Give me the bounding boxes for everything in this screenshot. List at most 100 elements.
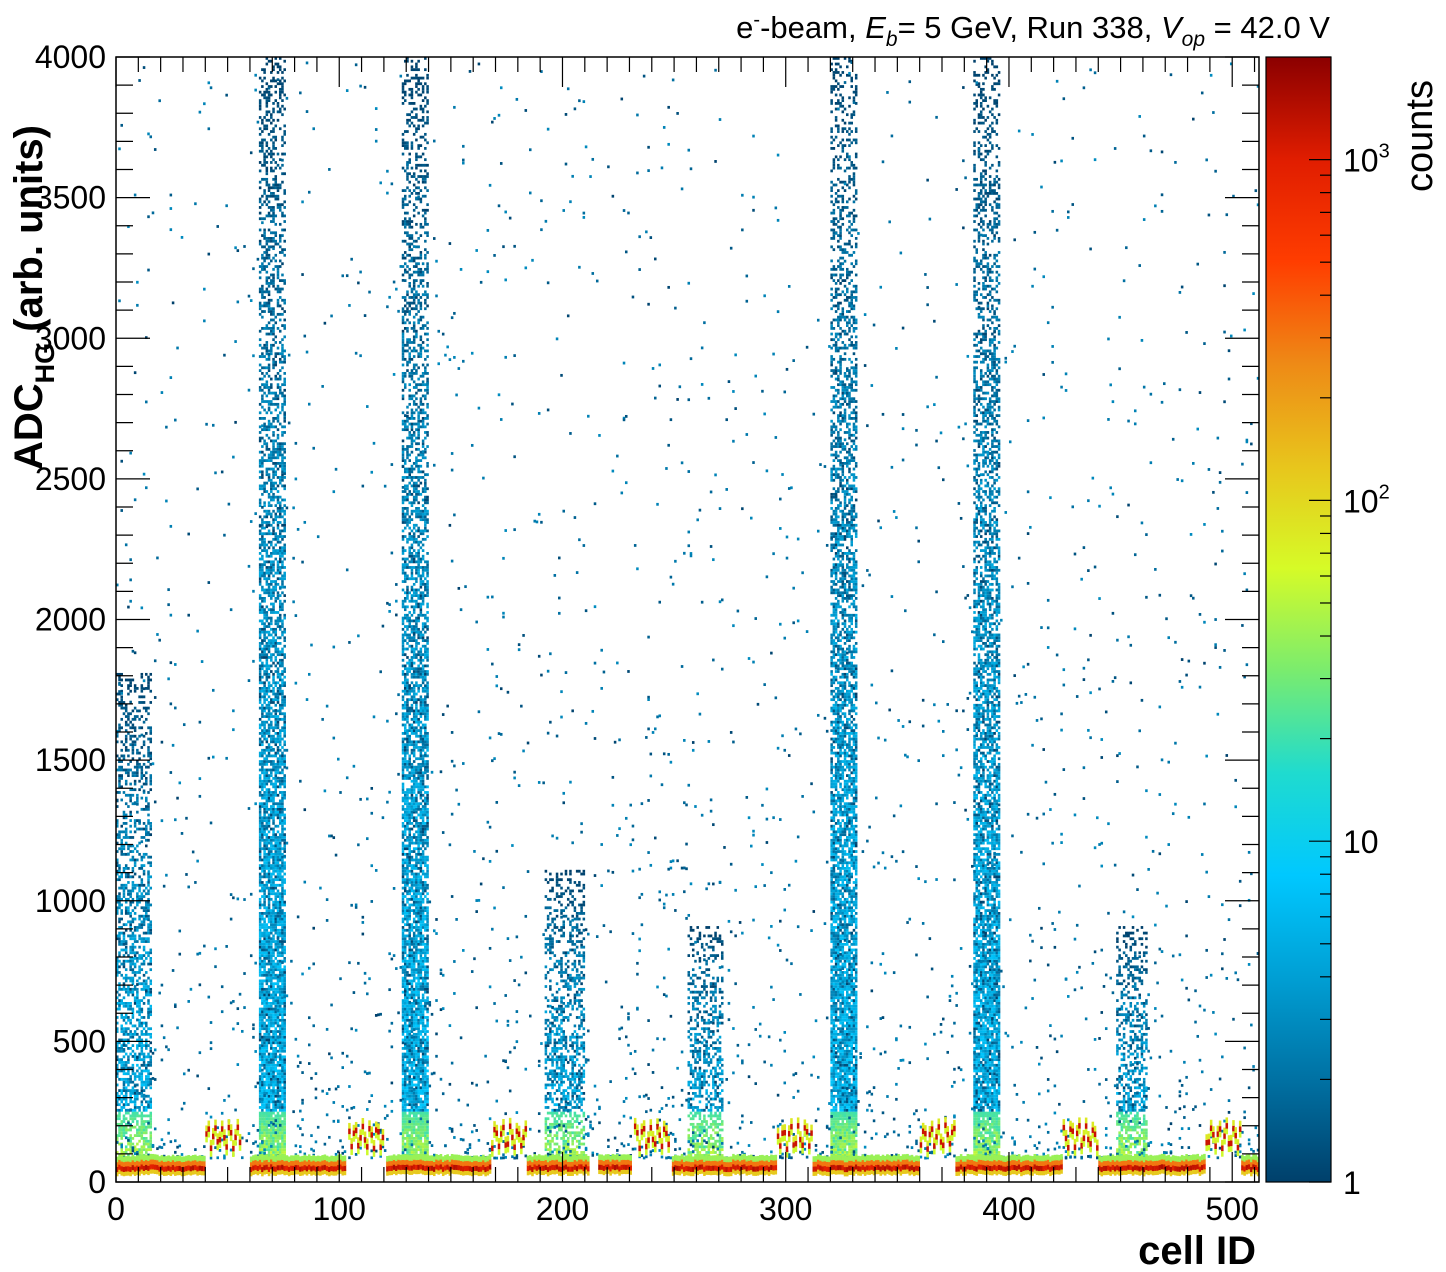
heatmap-cell (147, 951, 150, 955)
heatmap-cell (276, 616, 280, 620)
heatmap-cell (276, 855, 280, 859)
heatmap-cell (403, 959, 407, 963)
heatmap-cell (283, 937, 286, 941)
heatmap-cell (276, 670, 280, 673)
heatmap-cell (403, 903, 407, 907)
heatmap-cell (124, 976, 128, 980)
heatmap-cell (142, 869, 146, 873)
heatmap-cell (267, 973, 271, 977)
heatmap-cell (276, 1049, 280, 1053)
heatmap-cell (401, 813, 405, 817)
heatmap-cell (147, 748, 150, 752)
heatmap-cell (140, 855, 144, 859)
heatmap-cell (258, 878, 262, 882)
heatmap-cell (276, 566, 280, 569)
heatmap-cell (278, 717, 282, 721)
heatmap-cell (278, 858, 282, 862)
heatmap-cell (122, 1117, 126, 1121)
heatmap-cell (403, 754, 407, 758)
heatmap-cell (283, 667, 286, 671)
heatmap-cell (265, 613, 269, 617)
heatmap-cell (138, 827, 141, 831)
heatmap-cell (408, 892, 411, 896)
heatmap-cell (401, 318, 405, 322)
heatmap-cell (401, 374, 405, 378)
heatmap-cell (118, 833, 121, 837)
heatmap-cell (142, 940, 146, 943)
heatmap-cell (283, 720, 286, 724)
heatmap-cell (276, 1061, 280, 1064)
heatmap-cell (403, 1142, 407, 1146)
heatmap-cell (272, 476, 275, 479)
heatmap-cell (258, 1007, 262, 1011)
heatmap-cell (283, 670, 286, 673)
heatmap-cell (274, 684, 278, 687)
heatmap-cell (122, 768, 126, 772)
heatmap-cell (263, 869, 266, 873)
heatmap-cell (133, 1032, 137, 1036)
heatmap-cell (278, 450, 282, 454)
heatmap-cell (270, 1010, 273, 1014)
heatmap-cell (401, 886, 405, 890)
heatmap-cell (403, 251, 407, 254)
heatmap-cell (263, 608, 266, 612)
heatmap-cell (403, 1131, 407, 1135)
heatmap-cell (263, 850, 266, 853)
heatmap-cell (274, 135, 278, 139)
heatmap-cell (278, 1030, 282, 1033)
heatmap-cell (403, 462, 407, 465)
heatmap-cell (272, 993, 275, 997)
heatmap-cell (281, 251, 284, 254)
heatmap-cell (281, 360, 284, 364)
heatmap-cell (272, 65, 275, 69)
heatmap-cell (267, 886, 271, 890)
heatmap-cell (131, 1137, 135, 1140)
heatmap-cell (274, 147, 278, 150)
heatmap-cell (129, 1018, 132, 1022)
heatmap-cell (281, 917, 284, 921)
heatmap-cell (276, 571, 280, 575)
heatmap-cell (118, 1094, 121, 1098)
heatmap-cell (118, 864, 121, 867)
heatmap-cell (278, 979, 282, 983)
heatmap-cell (281, 912, 284, 915)
heatmap-cell (274, 765, 278, 769)
heatmap-cell (272, 990, 275, 994)
heatmap-cell (281, 456, 284, 460)
heatmap-cell (274, 495, 278, 499)
heatmap-cell (403, 912, 407, 915)
heatmap-cell (278, 304, 282, 308)
heatmap-cell (270, 113, 273, 117)
heatmap-cell (261, 881, 264, 884)
heatmap-cell (408, 819, 411, 822)
heatmap-cell (261, 622, 264, 626)
heatmap-cell (272, 324, 275, 327)
heatmap-cell (261, 588, 264, 592)
heatmap-cell (118, 765, 121, 769)
heatmap-cell (276, 327, 280, 330)
heatmap-cell (403, 973, 407, 977)
heatmap-cells (116, 57, 1259, 1177)
heatmap-cell (258, 1032, 262, 1036)
heatmap-cell (261, 768, 264, 772)
heatmap-cell (278, 689, 282, 693)
heatmap-cell (258, 329, 262, 333)
heatmap-cell (276, 779, 280, 783)
heatmap-cell (406, 962, 409, 966)
heatmap-cell (406, 667, 409, 671)
heatmap-cell (263, 304, 266, 308)
heatmap-cell (265, 658, 269, 662)
heatmap-cell (129, 1094, 132, 1098)
heatmap-cell (147, 1120, 150, 1123)
heatmap-cell (133, 743, 137, 747)
heatmap-cell (406, 822, 409, 825)
heatmap-cell (283, 68, 286, 72)
heatmap-cell (149, 774, 153, 777)
heatmap-cell (140, 687, 144, 690)
heatmap-cell (278, 377, 282, 381)
heatmap-cell (281, 678, 284, 682)
heatmap-cell (270, 1089, 273, 1092)
heatmap-cell (272, 900, 275, 904)
heatmap-cell (408, 903, 411, 907)
heatmap-cell (263, 706, 266, 710)
